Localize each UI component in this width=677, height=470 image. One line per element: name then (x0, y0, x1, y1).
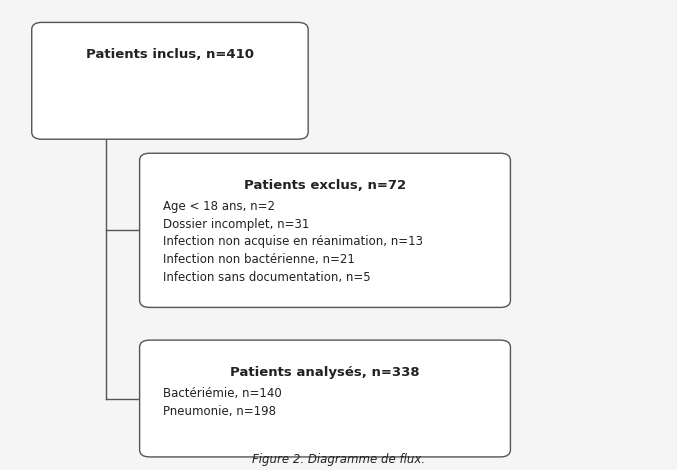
Text: Bactériémie, n=140: Bactériémie, n=140 (163, 387, 282, 400)
Text: Infection non bactérienne, n=21: Infection non bactérienne, n=21 (163, 253, 355, 266)
Text: Patients analysés, n=338: Patients analysés, n=338 (230, 366, 420, 379)
FancyBboxPatch shape (139, 340, 510, 457)
FancyBboxPatch shape (32, 23, 308, 139)
Text: Infection non acquise en réanimation, n=13: Infection non acquise en réanimation, n=… (163, 235, 423, 249)
Text: Infection sans documentation, n=5: Infection sans documentation, n=5 (163, 271, 371, 284)
Text: Figure 2. Diagramme de flux.: Figure 2. Diagramme de flux. (252, 453, 425, 466)
Text: Patients exclus, n=72: Patients exclus, n=72 (244, 179, 406, 192)
Text: Dossier incomplet, n=31: Dossier incomplet, n=31 (163, 218, 309, 231)
Text: Pneumonie, n=198: Pneumonie, n=198 (163, 405, 276, 418)
FancyBboxPatch shape (139, 153, 510, 307)
Text: Age < 18 ans, n=2: Age < 18 ans, n=2 (163, 200, 276, 213)
Text: Patients inclus, n=410: Patients inclus, n=410 (86, 48, 254, 61)
